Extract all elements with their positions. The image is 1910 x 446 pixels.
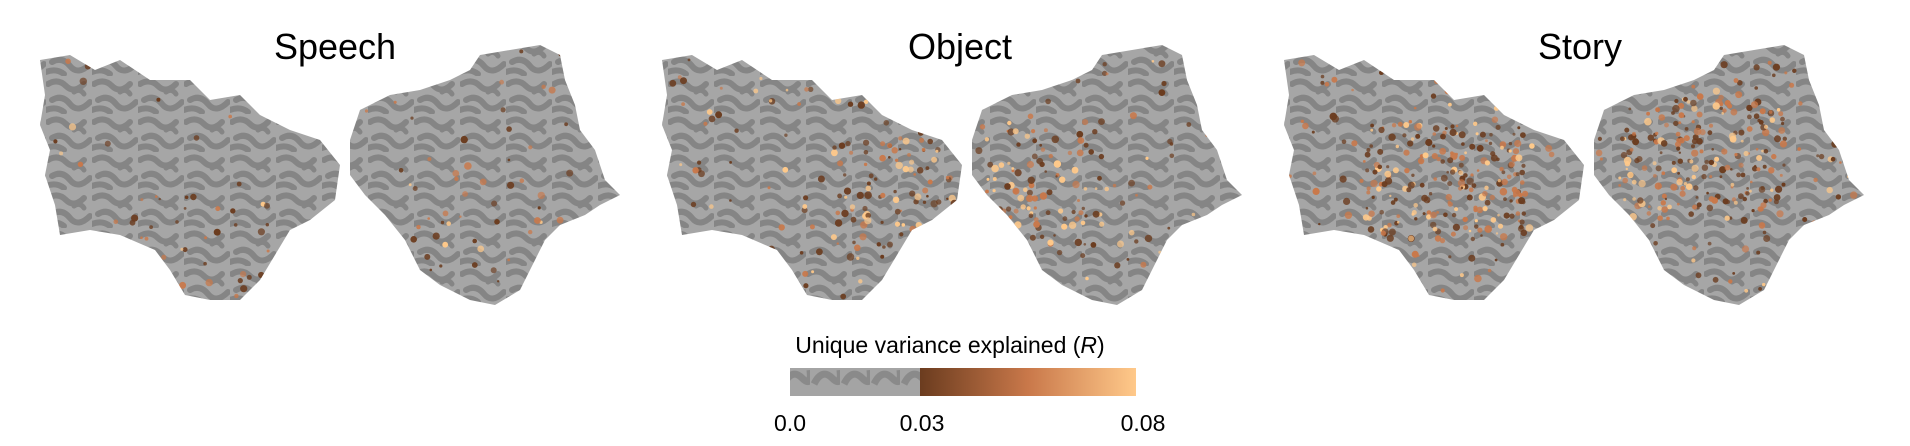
panel-title-object: Object	[907, 26, 1013, 67]
flatmap-lh-story	[1284, 55, 1584, 300]
flatmap-lh-object	[662, 55, 962, 300]
panel-title-story: Story	[1537, 26, 1623, 67]
colorbar-below-threshold	[790, 368, 920, 396]
colorbar-tick-min: 0.0	[774, 410, 806, 436]
flatmap-rh-speech	[350, 45, 620, 305]
colorbar-title-symbol: R	[1080, 332, 1098, 358]
colorbar-title-prefix: Unique variance explained (	[795, 332, 1081, 358]
colorbar-tick-threshold: 0.03	[899, 410, 945, 436]
flatmap-lh-speech	[40, 55, 340, 300]
colorbar	[790, 368, 1136, 396]
colorbar-gradient	[920, 368, 1136, 396]
panel-title-speech: Speech	[273, 26, 397, 67]
colorbar-title-suffix: )	[1097, 332, 1105, 358]
flatmap-rh-story	[1594, 45, 1864, 305]
flatmap-rh-object	[972, 45, 1242, 305]
colorbar-title: Unique variance explained (R)	[795, 332, 1104, 359]
colorbar-tick-max: 0.08	[1120, 410, 1166, 436]
